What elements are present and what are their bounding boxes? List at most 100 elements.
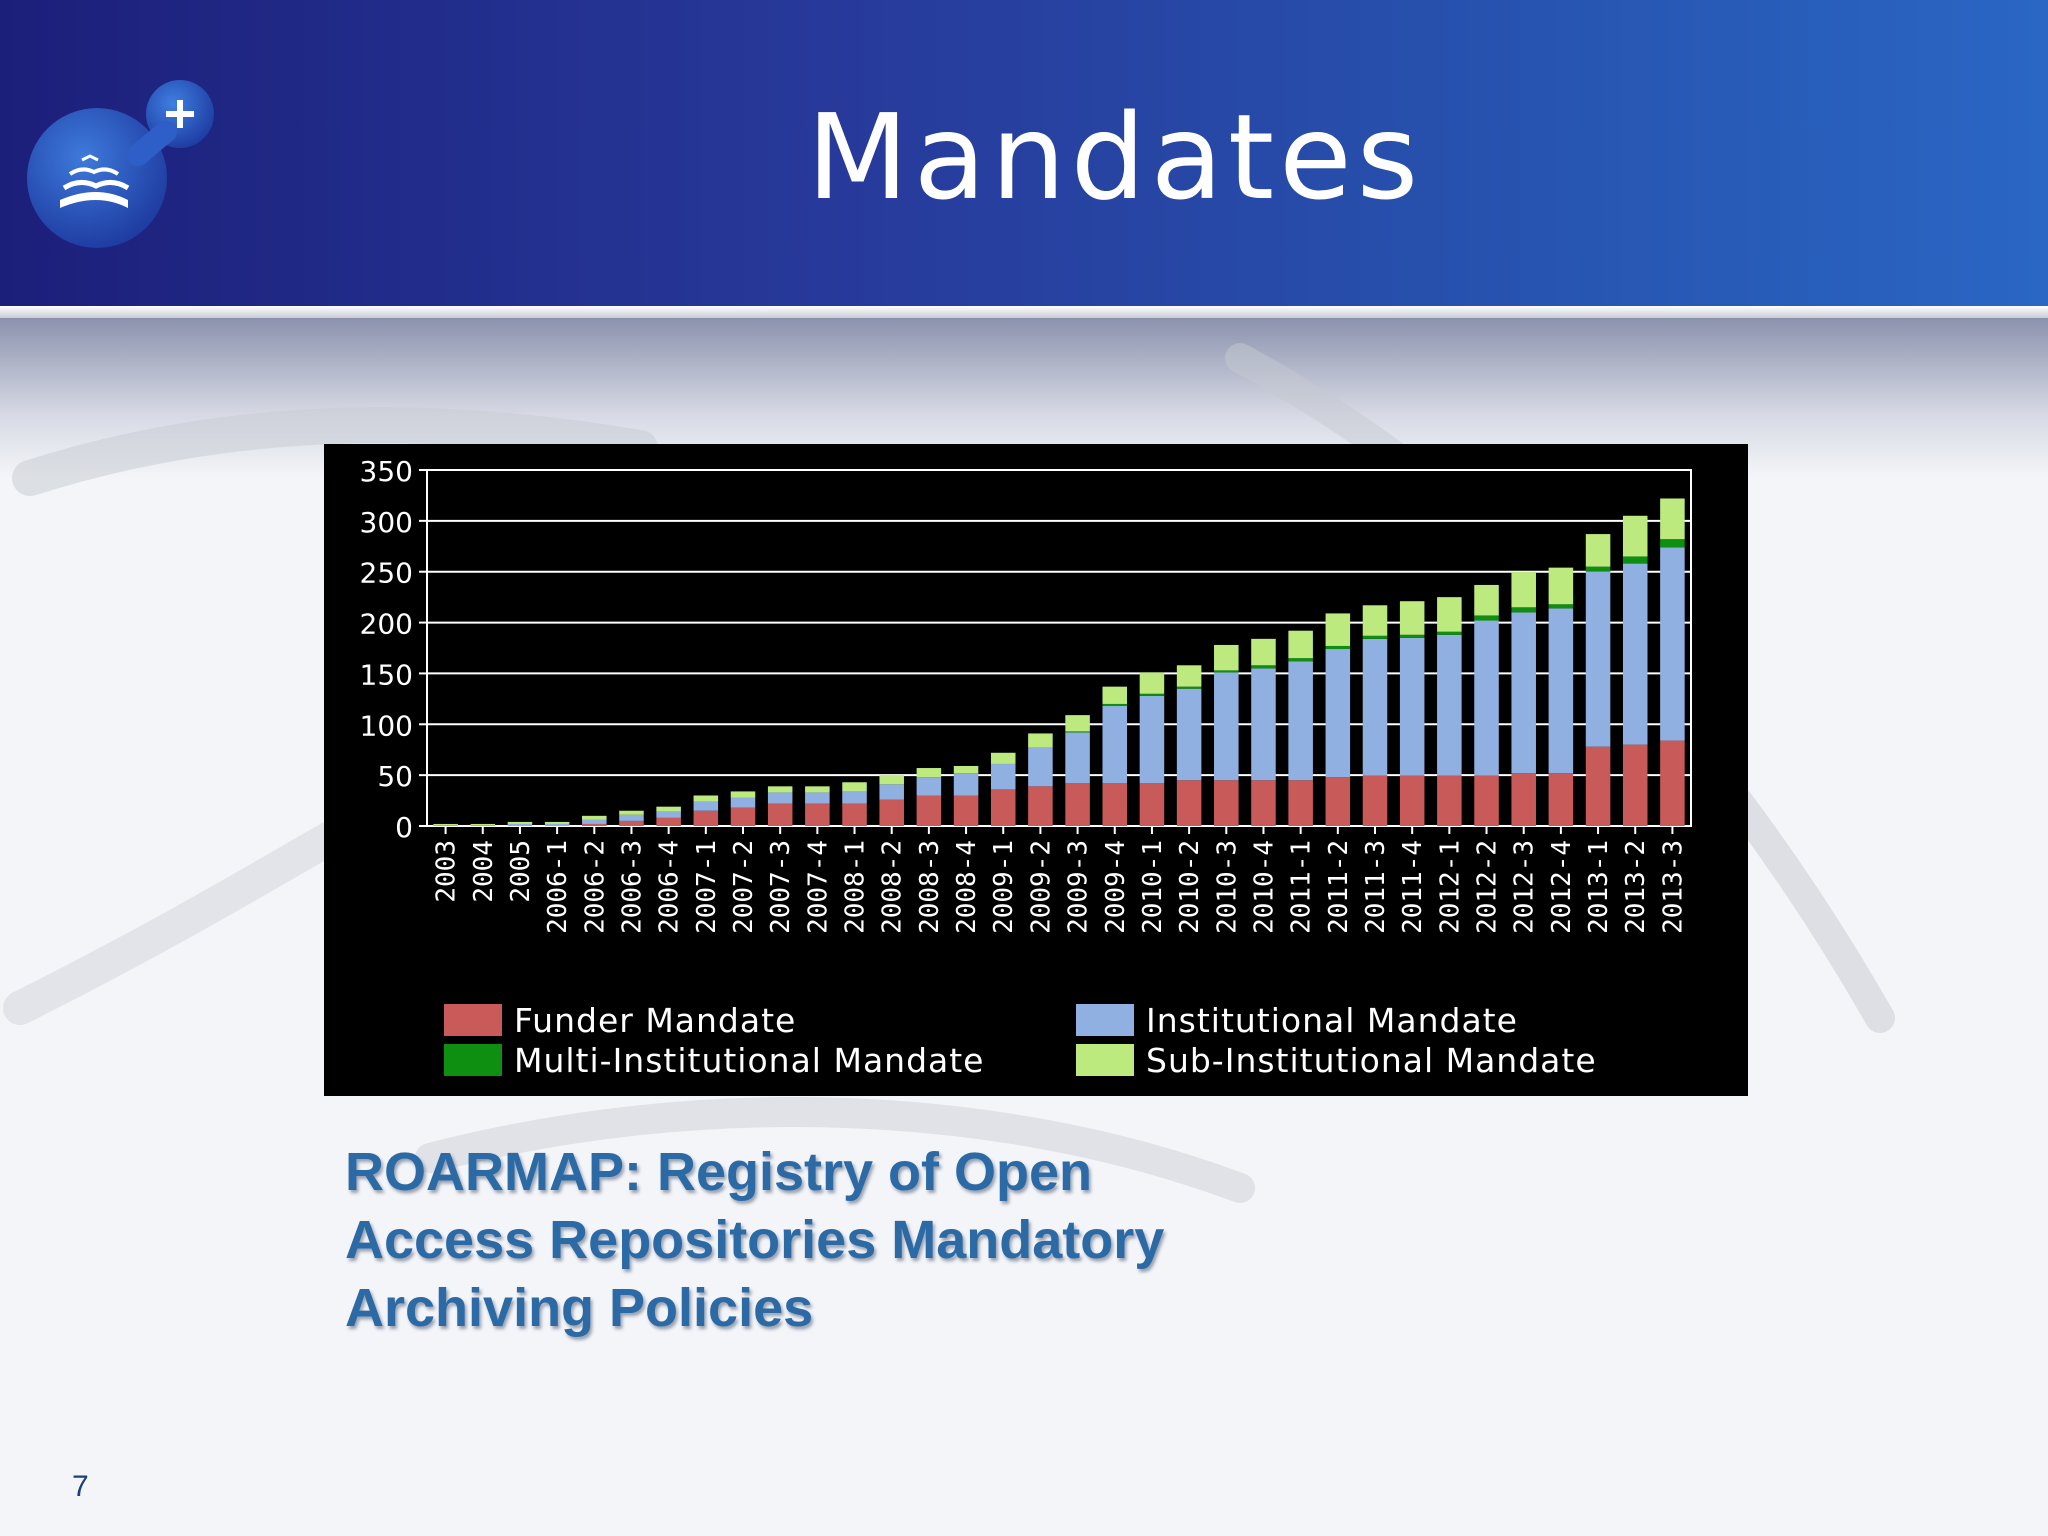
bar-segment-institutional — [1437, 634, 1462, 776]
legend-label-funder: Funder Mandate — [514, 1000, 797, 1040]
x-tick-label: 2006-4 — [655, 840, 685, 934]
bar-segment-institutional — [879, 784, 904, 800]
banner-divider — [0, 306, 2048, 318]
bar-segment-funder — [693, 810, 719, 826]
y-tick-label: 150 — [360, 658, 413, 691]
x-tick-label: 2010-4 — [1249, 840, 1279, 934]
bar-segment-institutional — [1622, 563, 1648, 745]
bar-segment-institutional — [1325, 649, 1351, 778]
bar-segment-funder — [1511, 773, 1536, 826]
bar-segment-funder — [1548, 773, 1574, 826]
bar-segment-funder — [1660, 740, 1685, 826]
bar-segment-institutional — [1176, 688, 1202, 781]
bar-segment-sub_institutional — [1325, 613, 1351, 646]
bar-segment-sub_institutional — [1214, 644, 1239, 671]
bar-segment-sub_institutional — [990, 752, 1016, 764]
bar-segment-institutional — [1548, 608, 1574, 774]
bar-segment-institutional — [619, 814, 644, 821]
bar-segment-multi_institutional — [1102, 703, 1128, 706]
bar-segment-sub_institutional — [470, 823, 496, 825]
x-tick-label: 2010-1 — [1138, 840, 1168, 934]
x-tick-label: 2013-3 — [1658, 840, 1688, 934]
bar-segment-multi_institutional — [1362, 635, 1388, 639]
y-tick-label: 0 — [395, 811, 413, 844]
y-tick-label: 350 — [360, 455, 413, 488]
bar-segment-institutional — [693, 801, 719, 811]
bar-segment-multi_institutional — [1660, 539, 1685, 548]
x-tick-label: 2012-1 — [1435, 840, 1465, 934]
bar-segment-sub_institutional — [507, 821, 533, 824]
bar-segment-sub_institutional — [619, 810, 644, 815]
bar-segment-sub_institutional — [1511, 571, 1536, 608]
bar-segment-multi_institutional — [1585, 566, 1611, 572]
x-tick-label: 2010-3 — [1212, 840, 1242, 934]
legend-item-institutional: Institutional Mandate — [1076, 1000, 1518, 1040]
bar-segment-funder — [1176, 780, 1202, 826]
bar-segment-sub_institutional — [656, 806, 681, 812]
x-tick-label: 2007-1 — [692, 840, 722, 934]
x-tick-label: 2005 — [506, 840, 536, 903]
bar-segment-funder — [1065, 783, 1090, 826]
bar-segment-funder — [1325, 777, 1351, 826]
bar-segment-multi_institutional — [1214, 670, 1239, 673]
bar-segment-sub_institutional — [544, 821, 570, 824]
bar-segment-funder — [619, 820, 644, 826]
bar-segment-institutional — [1102, 705, 1128, 784]
bar-segment-institutional — [1362, 638, 1388, 776]
bar-segment-funder — [990, 789, 1016, 826]
x-tick-label: 2008-3 — [915, 840, 945, 934]
bar-segment-institutional — [507, 823, 533, 826]
x-tick-label: 2007-2 — [729, 840, 759, 934]
legend-label-sub-institutional: Sub-Institutional Mandate — [1146, 1040, 1597, 1080]
bar-segment-sub_institutional — [1362, 605, 1388, 636]
x-tick-label: 2012-3 — [1510, 840, 1540, 934]
bar-segment-multi_institutional — [1065, 731, 1090, 733]
bar-segment-sub_institutional — [1251, 638, 1276, 666]
bar-segment-funder — [582, 823, 607, 826]
bar-segment-institutional — [990, 763, 1016, 790]
x-tick-label: 2009-4 — [1101, 840, 1131, 934]
bar-segment-funder — [1585, 746, 1611, 826]
x-tick-label: 2007-4 — [803, 840, 833, 934]
x-tick-label: 2012-4 — [1547, 840, 1577, 934]
bar-segment-funder — [916, 795, 942, 826]
bar-segment-institutional — [582, 819, 607, 824]
legend-item-sub-institutional: Sub-Institutional Mandate — [1076, 1040, 1597, 1080]
bar-segment-sub_institutional — [1176, 665, 1202, 687]
x-tick-label: 2009-1 — [989, 840, 1019, 934]
bar-segment-funder — [1214, 780, 1239, 826]
x-tick-label: 2011-2 — [1324, 840, 1354, 934]
legend-swatch-sub-institutional — [1076, 1044, 1134, 1076]
legend-swatch-multi-institutional — [444, 1044, 502, 1076]
bar-segment-multi_institutional — [1622, 556, 1648, 564]
x-tick-label: 2013-1 — [1584, 840, 1614, 934]
bar-segment-institutional — [953, 773, 979, 796]
bar-segment-sub_institutional — [916, 768, 942, 778]
bar-segment-sub_institutional — [1474, 584, 1499, 616]
plot-frame — [426, 469, 1692, 827]
bar-segment-multi_institutional — [1437, 631, 1462, 635]
bar-segment-institutional — [1660, 547, 1685, 741]
x-tick-label: 2008-4 — [952, 840, 982, 934]
bar-segment-multi_institutional — [1325, 645, 1351, 650]
bar-segment-funder — [1251, 780, 1276, 826]
x-tick-label: 2008-1 — [841, 840, 871, 934]
bar-segment-sub_institutional — [767, 786, 793, 793]
bar-segment-funder — [1622, 744, 1648, 826]
bar-segment-sub_institutional — [953, 765, 979, 774]
bar-segment-institutional — [1585, 571, 1611, 747]
bar-segment-institutional — [916, 777, 942, 796]
legend-label-institutional: Institutional Mandate — [1146, 1000, 1518, 1040]
x-tick-label: 2012-2 — [1473, 840, 1503, 934]
bar-segment-sub_institutional — [1139, 672, 1165, 694]
bar-segment-institutional — [1399, 637, 1425, 776]
x-tick-label: 2006-3 — [617, 840, 647, 934]
bar-segment-institutional — [544, 823, 570, 826]
x-tick-label: 2007-3 — [766, 840, 796, 934]
bar-segment-sub_institutional — [1622, 515, 1648, 557]
x-tick-label: 2011-4 — [1398, 840, 1428, 934]
bar-segment-sub_institutional — [1548, 567, 1574, 605]
bar-segment-sub_institutional — [1102, 686, 1128, 704]
bar-segment-multi_institutional — [1474, 615, 1499, 621]
